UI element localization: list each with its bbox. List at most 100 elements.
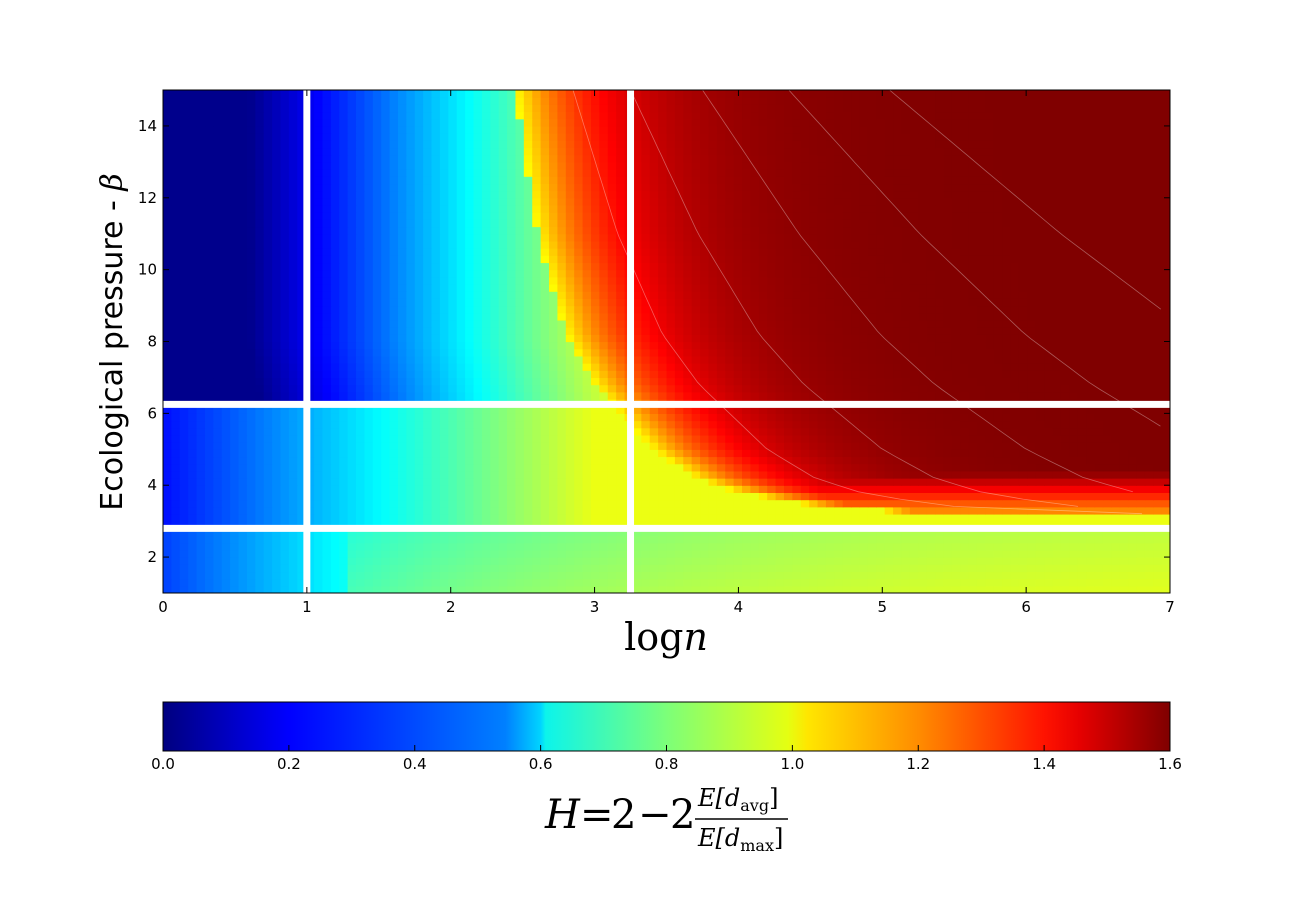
heatmap-cell <box>1052 363 1062 371</box>
heatmap-cell <box>1111 305 1121 314</box>
heatmap-cell <box>884 370 894 379</box>
heatmap-cell <box>574 506 584 515</box>
heatmap-cell <box>163 420 172 429</box>
heatmap-cell <box>246 377 256 386</box>
heatmap-cell <box>733 506 743 515</box>
heatmap-cell <box>725 463 735 472</box>
heatmap-cell <box>683 470 693 479</box>
heatmap-cell <box>960 427 970 436</box>
heatmap-cell <box>976 298 986 307</box>
heatmap-cell <box>935 506 945 515</box>
heatmap-cell <box>490 334 500 343</box>
heatmap-cell <box>825 305 835 314</box>
heatmap-cell <box>381 470 391 479</box>
heatmap-cell <box>901 499 911 508</box>
heatmap-cell <box>364 463 374 472</box>
heatmap-cell <box>381 406 391 414</box>
heatmap-cell <box>288 334 298 343</box>
heatmap-cell <box>842 327 852 335</box>
heatmap-cell <box>733 535 743 544</box>
heatmap-cell <box>700 312 710 321</box>
heatmap-cell <box>775 319 785 328</box>
heatmap-cell <box>230 434 240 443</box>
heatmap-cell <box>951 578 961 587</box>
heatmap-cell <box>540 319 550 328</box>
heatmap-cell <box>1044 456 1054 465</box>
heatmap-cell <box>700 434 710 443</box>
heatmap-cell <box>481 413 491 422</box>
heatmap-cell <box>255 542 265 551</box>
heatmap-cell <box>507 363 517 371</box>
heatmap-cell <box>708 528 718 537</box>
heatmap-cell <box>272 585 282 593</box>
heatmap-cell <box>280 363 290 371</box>
heatmap-cell <box>1010 492 1020 501</box>
heatmap-cell <box>389 355 399 364</box>
heatmap-cell <box>750 449 760 458</box>
heatmap-cell <box>1102 535 1112 544</box>
heatmap-cell <box>330 470 340 479</box>
heatmap-cell <box>960 549 970 558</box>
heatmap-cell <box>448 442 458 450</box>
heatmap-cell <box>288 406 298 414</box>
heatmap-cell <box>188 463 198 472</box>
heatmap-cell <box>1060 506 1070 515</box>
heatmap-cell <box>498 312 508 321</box>
heatmap-cell <box>758 384 768 393</box>
heatmap-cell <box>221 298 231 307</box>
heatmap-cell <box>213 470 223 479</box>
heatmap-cell <box>1144 449 1154 458</box>
heatmap-cell <box>641 485 651 493</box>
heatmap-cell <box>498 571 508 580</box>
heatmap-cell <box>490 319 500 328</box>
heatmap-cell <box>549 513 559 522</box>
heatmap-cell <box>893 528 903 537</box>
heatmap-cell <box>976 305 986 314</box>
heatmap-cell <box>842 557 852 565</box>
heatmap-cell <box>356 427 365 436</box>
heatmap-cell <box>1102 420 1112 429</box>
heatmap-cell <box>750 506 760 515</box>
heatmap-cell <box>507 442 517 450</box>
heatmap-cell <box>800 427 810 436</box>
heatmap-cell <box>439 406 449 414</box>
heatmap-cell <box>960 384 970 393</box>
heatmap-cell <box>951 564 961 573</box>
heatmap-cell <box>280 585 290 593</box>
heatmap-cell <box>1002 456 1012 465</box>
heatmap-cell <box>339 528 349 537</box>
heatmap-cell <box>817 434 827 443</box>
heatmap-cell <box>976 499 986 508</box>
heatmap-cell <box>758 406 768 414</box>
heatmap-cell <box>775 406 785 414</box>
heatmap-cell <box>381 449 391 458</box>
heatmap-cell <box>1060 406 1070 414</box>
heatmap-cell <box>901 319 911 328</box>
heatmap-cell <box>515 456 525 465</box>
heatmap-cell <box>230 291 240 299</box>
heatmap-cell <box>1052 348 1062 357</box>
heatmap-cell <box>423 528 433 537</box>
heatmap-cell <box>1035 327 1045 335</box>
heatmap-cell <box>1144 355 1154 364</box>
heatmap-cell <box>809 492 819 501</box>
heatmap-cell <box>213 528 223 537</box>
heatmap-cell <box>691 513 701 522</box>
heatmap-cell <box>574 499 584 508</box>
heatmap-cell <box>951 434 961 443</box>
heatmap-cell <box>775 506 785 515</box>
heatmap-cell <box>204 384 214 393</box>
heatmap-cell <box>993 427 1003 436</box>
heatmap-cell <box>356 470 365 479</box>
heatmap-cell <box>800 327 810 335</box>
heatmap-cell <box>389 298 399 307</box>
heatmap-cell <box>1027 485 1037 493</box>
heatmap-cell <box>381 578 391 587</box>
heatmap-cell <box>1018 549 1028 558</box>
heatmap-cell <box>616 585 626 593</box>
heatmap-cell <box>179 355 189 364</box>
heatmap-cell <box>490 571 500 580</box>
heatmap-cell <box>238 406 248 414</box>
heatmap-cell <box>935 442 945 450</box>
heatmap-cell <box>993 420 1003 429</box>
